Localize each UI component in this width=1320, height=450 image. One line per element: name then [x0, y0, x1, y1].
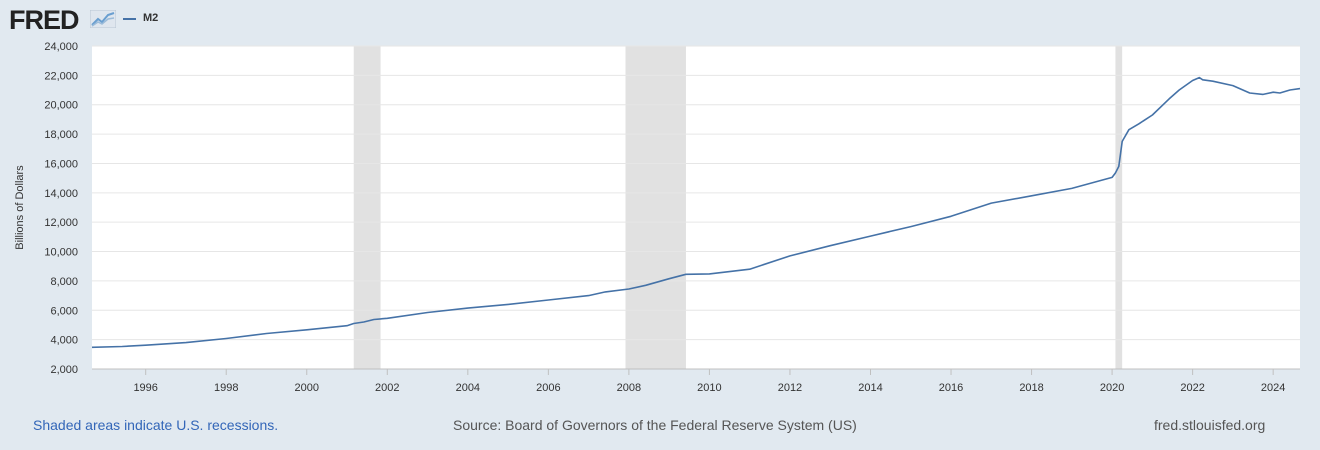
y-tick-label: 24,000	[44, 41, 78, 53]
series-line-m2	[91, 76, 1301, 349]
y-tick-label: 8,000	[50, 276, 78, 288]
y-tick-label: 12,000	[44, 217, 78, 229]
x-tick-label: 2010	[697, 382, 721, 394]
plot-area	[92, 46, 1300, 369]
y-tick-label: 20,000	[44, 100, 78, 112]
x-tick-label: 2008	[617, 382, 641, 394]
x-tick-label: 2022	[1180, 382, 1204, 394]
x-tick-label: 1996	[133, 382, 157, 394]
source-text: Source: Board of Governors of the Federa…	[453, 417, 857, 433]
recession-note-link[interactable]: Shaded areas indicate U.S. recessions.	[33, 417, 279, 433]
recession-band	[1115, 46, 1123, 369]
y-tick-label: 4,000	[50, 335, 78, 347]
x-tick-label: 2014	[858, 382, 882, 394]
legend-swatch	[123, 18, 136, 20]
x-tick-label: 2006	[536, 382, 560, 394]
chart-header: FRED M2	[0, 0, 1320, 40]
y-axis-label: Billions of Dollars	[14, 165, 26, 250]
y-tick-label: 2,000	[50, 364, 78, 376]
fred-logo[interactable]: FRED	[9, 5, 79, 35]
x-tick-label: 1998	[214, 382, 238, 394]
recession-band	[625, 46, 686, 369]
y-tick-label: 22,000	[44, 70, 78, 82]
recession-band	[353, 46, 381, 369]
y-tick-label: 10,000	[44, 247, 78, 259]
y-tick-label: 16,000	[44, 158, 78, 170]
x-tick-label: 2004	[456, 382, 480, 394]
legend-label: M2	[143, 12, 159, 24]
site-url: fred.stlouisfed.org	[1154, 417, 1266, 433]
line-chart[interactable]: 2,000 4,000 6,000 8,000 10,000 12,000 14,000 16…	[0, 0, 1320, 400]
trend-graph-icon	[90, 10, 116, 28]
y-tick-label: 18,000	[44, 129, 78, 141]
x-tick-label: 2020	[1100, 382, 1124, 394]
x-tick-label: 2012	[778, 382, 802, 394]
x-tick-label: 2000	[295, 382, 319, 394]
x-tick-label: 2024	[1261, 382, 1285, 394]
x-tick-label: 2018	[1019, 382, 1043, 394]
x-tick-label: 2016	[939, 382, 963, 394]
x-tick-label: 2002	[375, 382, 399, 394]
y-tick-label: 6,000	[50, 305, 78, 317]
y-tick-label: 14,000	[44, 188, 78, 200]
